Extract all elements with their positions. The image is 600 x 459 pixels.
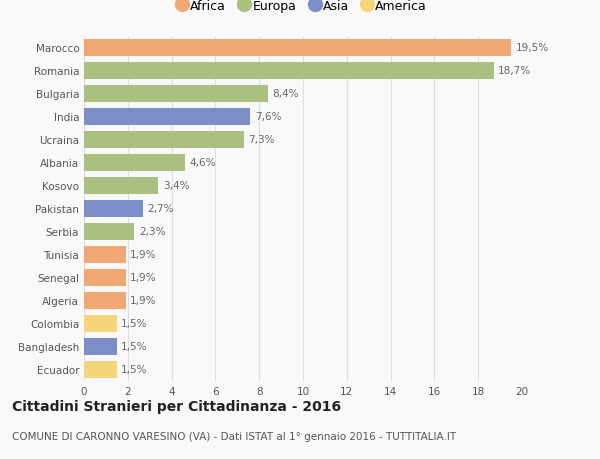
Text: 1,9%: 1,9%	[130, 296, 157, 306]
Bar	[84, 315, 117, 332]
Text: 2,7%: 2,7%	[148, 204, 174, 214]
Bar	[84, 338, 117, 355]
Text: COMUNE DI CARONNO VARESINO (VA) - Dati ISTAT al 1° gennaio 2016 - TUTTITALIA.IT: COMUNE DI CARONNO VARESINO (VA) - Dati I…	[12, 431, 456, 442]
Text: 1,9%: 1,9%	[130, 250, 157, 260]
Bar	[84, 108, 250, 126]
Bar	[84, 292, 125, 309]
Text: 7,6%: 7,6%	[255, 112, 281, 122]
Text: 1,9%: 1,9%	[130, 273, 157, 283]
Bar	[84, 154, 185, 172]
Bar	[84, 85, 268, 103]
Text: 1,5%: 1,5%	[121, 319, 148, 329]
Text: 1,5%: 1,5%	[121, 341, 148, 352]
Legend: Africa, Europa, Asia, America: Africa, Europa, Asia, America	[174, 0, 432, 18]
Bar	[84, 269, 125, 286]
Bar	[84, 361, 117, 378]
Bar	[84, 246, 125, 263]
Text: 2,3%: 2,3%	[139, 227, 165, 237]
Text: 4,6%: 4,6%	[189, 158, 215, 168]
Bar	[84, 223, 134, 241]
Text: Cittadini Stranieri per Cittadinanza - 2016: Cittadini Stranieri per Cittadinanza - 2…	[12, 399, 341, 413]
Text: 7,3%: 7,3%	[248, 135, 275, 145]
Text: 8,4%: 8,4%	[272, 89, 299, 99]
Bar	[84, 39, 511, 57]
Text: 3,4%: 3,4%	[163, 181, 190, 191]
Bar	[84, 131, 244, 149]
Text: 18,7%: 18,7%	[498, 66, 531, 76]
Text: 19,5%: 19,5%	[515, 43, 548, 53]
Bar	[84, 62, 494, 80]
Text: 1,5%: 1,5%	[121, 364, 148, 375]
Bar	[84, 200, 143, 218]
Bar	[84, 177, 158, 195]
